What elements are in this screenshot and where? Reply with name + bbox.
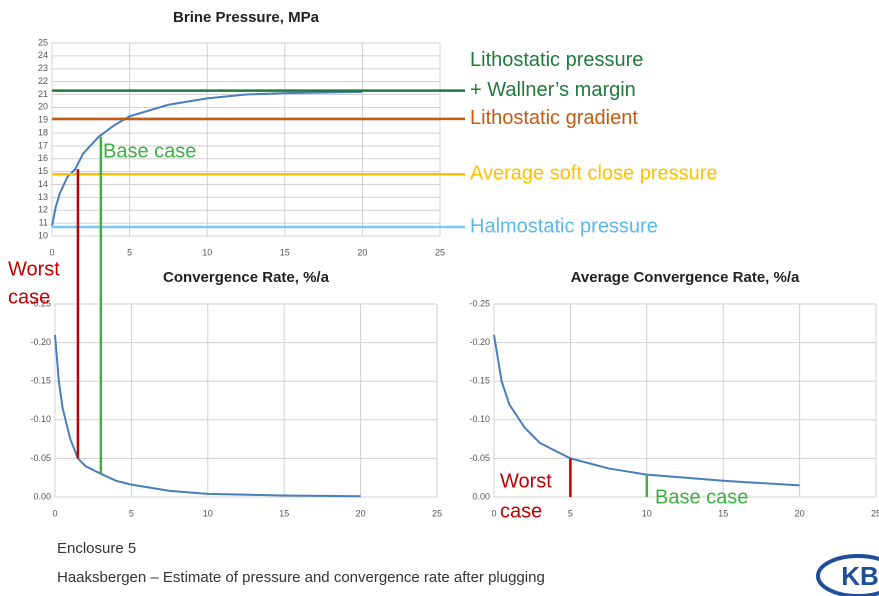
- case-label: Base case: [103, 140, 196, 162]
- y-tick-label: 16: [38, 153, 48, 163]
- x-tick-label: 15: [718, 508, 728, 518]
- x-tick-label: 0: [52, 508, 57, 518]
- y-tick-label: 24: [38, 50, 48, 60]
- case-label: case: [8, 286, 50, 308]
- x-tick-label: 10: [642, 508, 652, 518]
- x-tick-label: 20: [795, 508, 805, 518]
- case-label: Worst: [8, 258, 60, 280]
- y-tick-label: -0.15: [469, 376, 490, 386]
- data-line: [493, 334, 800, 487]
- reference-label: Halmostatic pressure: [470, 215, 658, 237]
- x-tick-label: 5: [127, 247, 132, 257]
- y-tick-label: -0.25: [30, 298, 51, 308]
- y-tick-label: -0.15: [30, 376, 51, 386]
- logo-ring: [816, 554, 879, 596]
- x-tick-label: 10: [203, 508, 213, 518]
- y-tick-label: 22: [38, 76, 48, 86]
- y-tick-label: 19: [38, 115, 48, 125]
- chart-title: Average Convergence Rate, %/a: [571, 269, 800, 286]
- y-tick-label: -0.05: [30, 453, 51, 463]
- logo: KB: [841, 561, 879, 591]
- y-tick-label: 25: [38, 37, 48, 47]
- y-tick-label: 21: [38, 89, 48, 99]
- x-tick-label: 10: [202, 247, 212, 257]
- x-tick-label: 5: [129, 508, 134, 518]
- y-tick-label: 0.00: [472, 491, 490, 501]
- y-tick-label: -0.10: [30, 414, 51, 424]
- y-tick-label: -0.25: [469, 298, 490, 308]
- y-tick-label: 10: [38, 230, 48, 240]
- caption: Haaksbergen – Estimate of pressure and c…: [57, 569, 545, 586]
- x-tick-label: 5: [568, 508, 573, 518]
- case-label: Worst: [500, 470, 552, 492]
- x-tick-label: 20: [357, 247, 367, 257]
- y-tick-label: 14: [38, 179, 48, 189]
- case-label: Base case: [655, 486, 748, 508]
- reference-label: Lithostatic pressure: [470, 49, 643, 71]
- y-tick-label: 20: [38, 102, 48, 112]
- y-tick-label: 13: [38, 192, 48, 202]
- x-tick-label: 0: [491, 508, 496, 518]
- x-tick-label: 15: [280, 247, 290, 257]
- chart-title: Brine Pressure, MPa: [173, 9, 320, 26]
- y-tick-label: 0.00: [33, 491, 51, 501]
- x-tick-label: 20: [356, 508, 366, 518]
- reference-label: Average soft close pressure: [470, 163, 718, 185]
- y-tick-label: 18: [38, 127, 48, 137]
- case-label: case: [500, 500, 542, 522]
- y-tick-label: 17: [38, 140, 48, 150]
- x-tick-label: 15: [279, 508, 289, 518]
- reference-label: Lithostatic gradient: [470, 107, 638, 129]
- x-tick-label: 25: [435, 247, 445, 257]
- data-line: [51, 90, 363, 226]
- x-tick-label: 25: [432, 508, 442, 518]
- enclosure: Enclosure 5: [57, 540, 136, 557]
- chart-title: Convergence Rate, %/a: [163, 269, 330, 286]
- y-tick-label: 12: [38, 205, 48, 215]
- x-tick-label: 25: [871, 508, 879, 518]
- y-tick-label: -0.20: [469, 337, 490, 347]
- y-tick-label: -0.10: [469, 414, 490, 424]
- y-tick-label: -0.20: [30, 337, 51, 347]
- y-tick-label: 15: [38, 166, 48, 176]
- reference-label: + Wallner’s margin: [470, 79, 636, 101]
- y-tick-label: -0.05: [469, 453, 490, 463]
- y-tick-label: 23: [38, 63, 48, 73]
- x-tick-label: 0: [49, 247, 54, 257]
- y-tick-label: 11: [39, 218, 48, 228]
